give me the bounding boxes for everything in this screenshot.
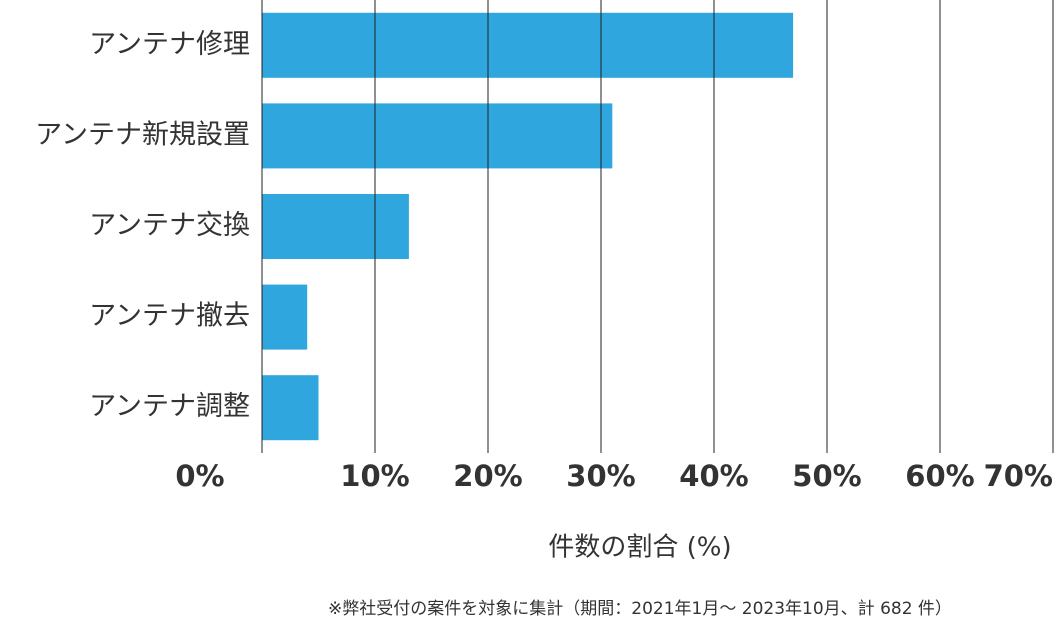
x-tick-label: 0% [175,459,224,493]
y-tick-label: アンテナ修理 [89,29,250,60]
bar [262,103,613,169]
bar [262,284,308,350]
x-tick-label: 70% [984,459,1053,493]
y-tick-label: アンテナ撤去 [89,301,250,332]
y-tick-label: アンテナ調整 [89,391,250,422]
bar [262,375,319,441]
footnote: ※弊社受付の案件を対象に集計（期間：2021年1月～ 2023年10月、計 68… [328,599,952,619]
bar [262,194,409,259]
x-tick-label: 10% [340,459,409,493]
y-tick-label: アンテナ交換 [89,210,250,241]
x-axis-label: 件数の割合 (%) [548,533,731,563]
bar [262,12,794,78]
x-tick-label: 60% [905,459,974,493]
x-tick-label: 20% [453,459,522,493]
y-tick-label: アンテナ新規設置 [35,119,250,150]
x-tick-label: 50% [792,459,861,493]
x-tick-label: 30% [566,459,635,493]
x-tick-label: 40% [679,459,748,493]
